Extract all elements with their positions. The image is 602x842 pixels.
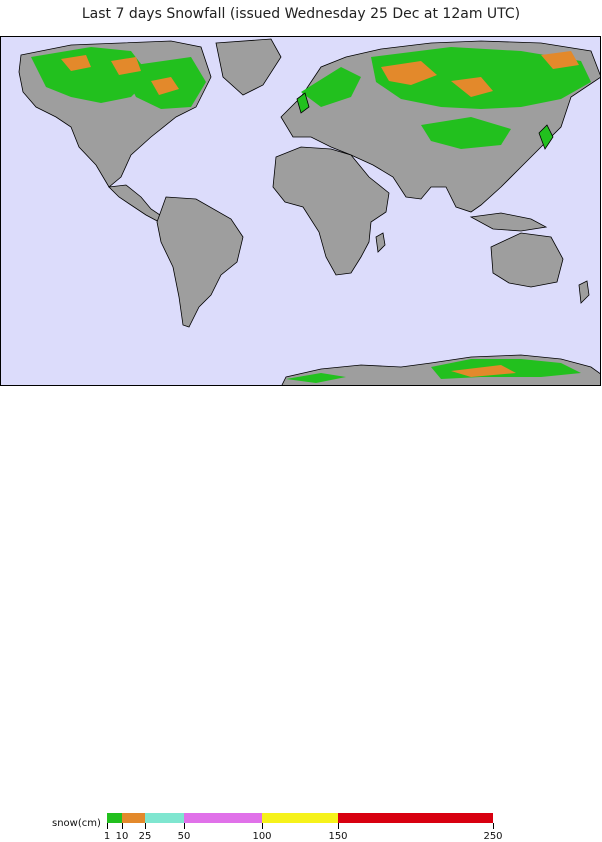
map-title: Last 7 days Snowfall (issued Wednesday 2… bbox=[81, 6, 521, 22]
legend-bin-50-100 bbox=[184, 813, 262, 823]
legend-tick bbox=[145, 823, 146, 829]
legend-tick-label: 250 bbox=[483, 831, 503, 842]
legend-bin-100-150 bbox=[262, 813, 338, 823]
legend-tick bbox=[262, 823, 263, 829]
legend-bin-1-10 bbox=[107, 813, 122, 823]
legend-tick-label: 25 bbox=[138, 831, 152, 842]
world-map-svg bbox=[1, 37, 600, 385]
legend-tick bbox=[493, 823, 494, 829]
snowfall-map[interactable] bbox=[0, 36, 601, 386]
legend-tick bbox=[107, 823, 108, 829]
greenland-landmass bbox=[215, 38, 282, 96]
new-zealand-landmass bbox=[578, 280, 590, 304]
legend-tick bbox=[184, 823, 185, 829]
snowfall-10-25-zones bbox=[61, 51, 579, 377]
legend-bin-10-25 bbox=[122, 813, 145, 823]
legend-tick-label: 150 bbox=[328, 831, 348, 842]
uk-landmass bbox=[296, 92, 310, 114]
legend-tick-label: 1 bbox=[103, 831, 111, 842]
legend-bin-25-50 bbox=[145, 813, 184, 823]
japan-landmass bbox=[538, 124, 554, 150]
legend-bin-150-250 bbox=[338, 813, 493, 823]
south-america-landmass bbox=[156, 196, 244, 328]
legend-unit-label: snow(cm) bbox=[52, 818, 101, 829]
legend-tick bbox=[122, 823, 123, 829]
legend-tick-label: 10 bbox=[115, 831, 129, 842]
indonesia-landmass bbox=[469, 212, 548, 232]
legend: snow(cm) 1 10 25 50 100 150 250 bbox=[0, 400, 602, 842]
legend-tick-label: 100 bbox=[252, 831, 272, 842]
africa-landmass bbox=[272, 146, 390, 276]
madagascar-landmass bbox=[375, 232, 386, 253]
legend-tick-label: 50 bbox=[177, 831, 191, 842]
australia-landmass bbox=[490, 232, 564, 288]
legend-tick bbox=[338, 823, 339, 829]
